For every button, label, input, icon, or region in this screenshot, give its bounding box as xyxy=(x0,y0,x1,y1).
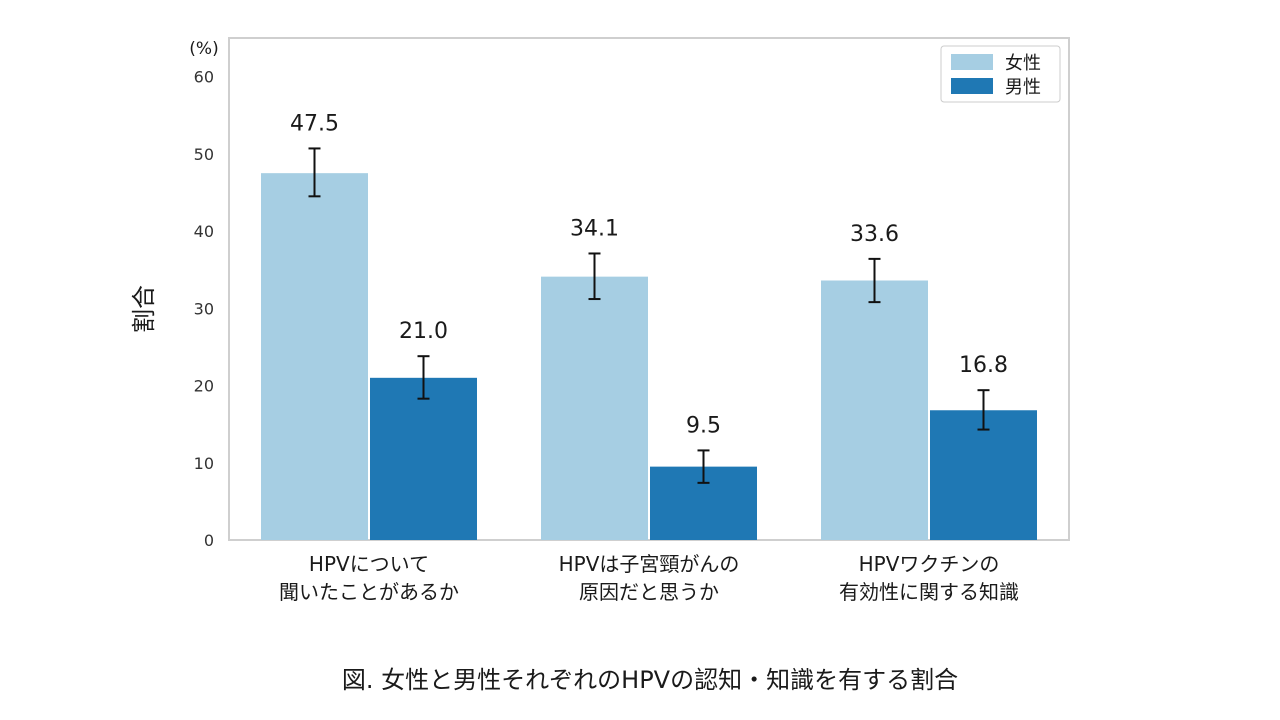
data-label: 33.6 xyxy=(850,222,899,247)
y-tick-label: 10 xyxy=(194,454,214,473)
y-unit-label: (%) xyxy=(189,39,218,59)
x-tick-label: 原因だと思うか xyxy=(579,580,719,604)
bar xyxy=(930,410,1037,540)
x-tick-label: 聞いたことがあるか xyxy=(279,580,459,604)
data-label: 9.5 xyxy=(686,413,721,438)
x-tick-label: HPVについて xyxy=(309,552,429,576)
figure-caption: 図. 女性と男性それぞれのHPVの認知・知識を有する割合 xyxy=(341,666,959,694)
y-tick-label: 50 xyxy=(194,145,214,164)
bar xyxy=(541,276,648,540)
y-tick-label: 60 xyxy=(194,68,214,87)
plot-frame xyxy=(228,37,1070,541)
data-label: 47.5 xyxy=(290,111,339,136)
bar xyxy=(261,173,368,540)
x-tick-label: HPVは子宮頸がんの xyxy=(559,552,740,576)
legend-swatch xyxy=(951,54,993,70)
legend-swatch xyxy=(951,78,993,94)
bar xyxy=(821,280,928,540)
x-tick-label: HPVワクチンの xyxy=(859,552,1000,576)
y-tick-label: 0 xyxy=(204,531,214,550)
y-tick-label: 20 xyxy=(194,377,214,396)
y-tick-label: 30 xyxy=(194,299,214,318)
legend-label: 男性 xyxy=(1005,77,1041,98)
y-axis-label: 割合 xyxy=(130,285,158,333)
y-tick-label: 40 xyxy=(194,222,214,241)
data-label: 21.0 xyxy=(399,319,448,344)
data-label: 34.1 xyxy=(570,216,619,241)
data-label: 16.8 xyxy=(959,353,1008,378)
x-tick-label: 有効性に関する知識 xyxy=(839,580,1019,604)
legend-label: 女性 xyxy=(1005,53,1041,74)
bar xyxy=(370,377,477,540)
bar-chart: (%) 割合 0 10 20 30 40 50 60 47.5 21.0 HPVについて聞いたこと… xyxy=(130,37,1070,604)
